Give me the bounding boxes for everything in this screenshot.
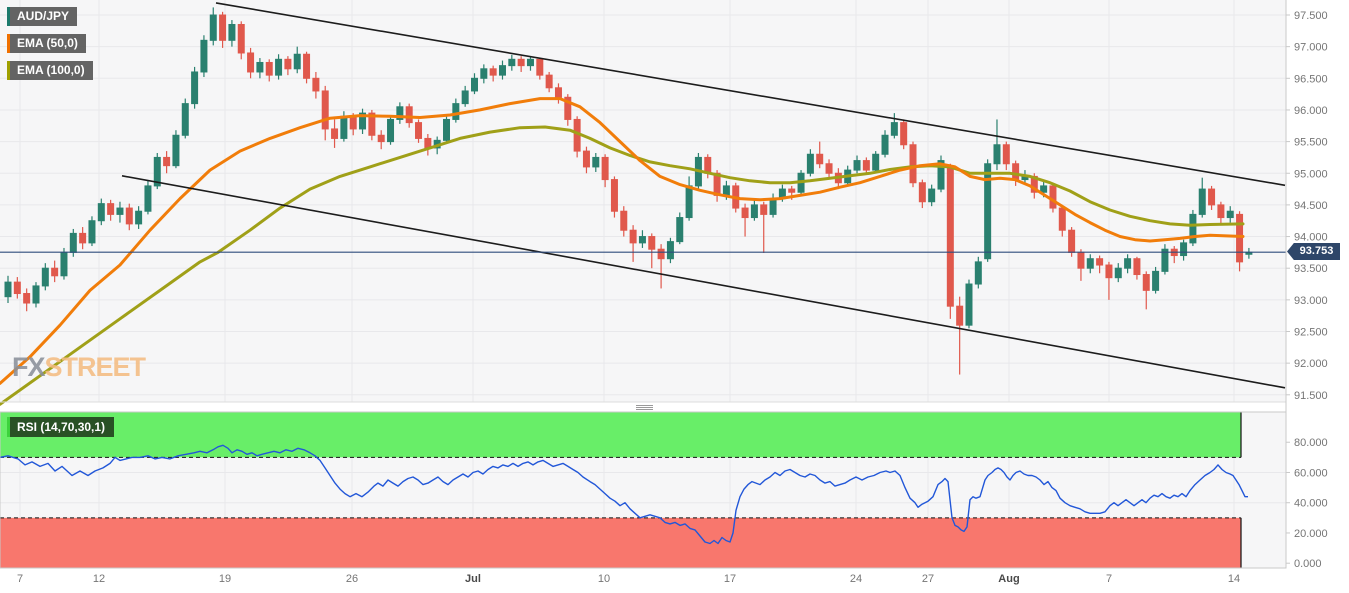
time-tick-label: 10	[598, 573, 610, 585]
time-tick-label: 14	[1228, 573, 1240, 585]
legend-symbol[interactable]: AUD/JPY	[7, 7, 78, 26]
time-tick-label: 7	[1106, 573, 1112, 585]
price-tick-label: 96.500	[1294, 73, 1328, 85]
rsi-tick-label: 0.000	[1294, 558, 1322, 570]
time-tick-label: Jul	[465, 573, 481, 585]
ema-line	[0, 97, 1245, 385]
price-tick-label: 95.000	[1294, 168, 1328, 180]
ema50-label: EMA (50,0)	[17, 36, 78, 50]
ema-line	[0, 125, 1245, 406]
legend-ema100[interactable]: EMA (100,0)	[7, 61, 93, 80]
time-tick-label: 7	[17, 573, 23, 585]
trendline[interactable]	[215, 2, 1286, 187]
price-tick-label: 97.500	[1294, 10, 1328, 22]
ema100-label: EMA (100,0)	[17, 63, 85, 77]
rsi-label-text: RSI (14,70,30,1)	[17, 420, 106, 434]
time-axis[interactable]: 7 12 19 26 Jul 10 17 24 27 Aug 7 14	[17, 573, 1240, 585]
price-tick-label: 96.000	[1294, 105, 1328, 117]
price-tick-label: 94.500	[1294, 200, 1328, 212]
ema100-accent-bar	[7, 61, 10, 80]
trendline[interactable]	[121, 174, 1286, 389]
rsi-indicator-label[interactable]: RSI (14,70,30,1)	[7, 417, 115, 437]
rsi-tick-label: 20.000	[1294, 528, 1328, 540]
price-tick-label: 93.000	[1294, 295, 1328, 307]
rsi-tick-label: 60.000	[1294, 467, 1328, 479]
main-pane-bg	[0, 0, 1286, 402]
symbol-label: AUD/JPY	[17, 9, 70, 23]
symbol-accent-bar	[7, 7, 10, 26]
current-price-badge: 93.753	[1287, 243, 1340, 260]
legend-ema50[interactable]: EMA (50,0)	[7, 34, 86, 53]
rsi-tick-label: 80.000	[1294, 437, 1328, 449]
time-tick-label: 27	[922, 573, 934, 585]
time-tick-label: 19	[219, 573, 231, 585]
rsi-bands	[0, 412, 1242, 568]
price-tick-label: 91.500	[1294, 390, 1328, 402]
price-tick-label: 93.500	[1294, 263, 1328, 275]
price-tick-label: 92.500	[1294, 327, 1328, 339]
price-tick-label: 97.000	[1294, 42, 1328, 54]
rsi-tick-label: 40.000	[1294, 498, 1328, 510]
time-tick-label: Aug	[998, 573, 1019, 585]
price-tick-label: 94.000	[1294, 232, 1328, 244]
time-tick-label: 26	[346, 573, 358, 585]
gridlines	[0, 0, 1286, 568]
price-tick-label: 95.500	[1294, 137, 1328, 149]
price-axis[interactable]: 97.500 97.000 96.500 96.000 95.500 95.000 94.5…	[1286, 10, 1328, 570]
ema50-accent-bar	[7, 34, 10, 53]
rsi-line	[0, 444, 1248, 545]
time-tick-label: 17	[724, 573, 736, 585]
time-tick-label: 24	[850, 573, 862, 585]
pane-resize-handle[interactable]	[636, 404, 653, 411]
rsi-accent-bar	[7, 417, 10, 437]
price-tick-label: 92.000	[1294, 358, 1328, 370]
fxstreet-watermark: FXSTREET	[12, 352, 146, 382]
time-tick-label: 12	[93, 573, 105, 585]
